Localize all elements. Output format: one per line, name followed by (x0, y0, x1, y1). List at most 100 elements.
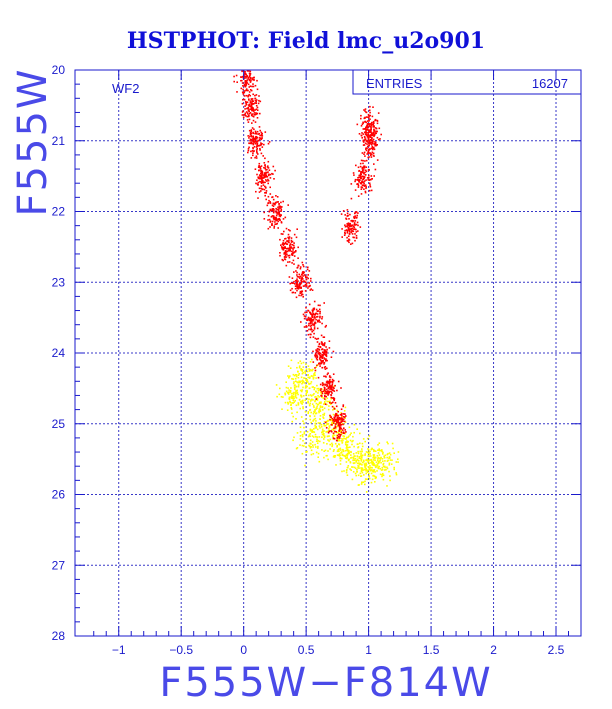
data-point (293, 385, 296, 387)
data-point (297, 362, 300, 364)
data-point (314, 354, 316, 357)
data-point (255, 133, 258, 135)
data-point (298, 277, 301, 279)
data-point (334, 414, 336, 416)
data-point (290, 407, 293, 409)
data-point (351, 440, 353, 443)
data-point (326, 359, 328, 362)
data-point (318, 343, 321, 346)
data-point (333, 407, 336, 410)
data-point (315, 357, 318, 360)
data-point (329, 381, 332, 383)
data-point (353, 431, 355, 434)
data-point (295, 279, 297, 282)
data-point (265, 198, 267, 201)
data-point (254, 121, 257, 123)
data-point (374, 459, 376, 462)
data-point (307, 274, 309, 276)
data-point (264, 181, 266, 184)
data-point (372, 131, 375, 134)
data-point (305, 368, 308, 370)
data-point (259, 166, 261, 169)
data-point (360, 186, 363, 188)
data-point (307, 381, 309, 383)
data-point (241, 114, 244, 116)
data-point (354, 180, 356, 183)
data-point (292, 259, 295, 262)
data-point (324, 394, 326, 397)
data-point (306, 370, 309, 373)
data-point (299, 283, 302, 285)
data-point (318, 396, 321, 398)
data-point (293, 391, 295, 394)
data-point (282, 242, 284, 244)
data-point (379, 459, 382, 461)
data-point (297, 276, 300, 278)
data-point (272, 165, 275, 168)
data-point (331, 381, 334, 383)
data-point (366, 437, 369, 440)
x-tick-label: −1 (112, 643, 126, 657)
data-point (333, 420, 336, 423)
data-point (367, 126, 369, 129)
data-point (275, 218, 278, 220)
data-point (350, 220, 352, 222)
data-point (309, 435, 311, 438)
data-point (251, 150, 254, 152)
data-point (294, 396, 297, 398)
data-point (286, 250, 289, 253)
data-point (346, 441, 349, 444)
data-point (366, 153, 368, 155)
data-point (308, 322, 310, 325)
data-point (285, 381, 287, 383)
data-point (386, 485, 388, 487)
data-point (292, 399, 295, 401)
data-point (354, 239, 356, 242)
data-point (329, 376, 332, 379)
data-point (250, 150, 252, 153)
data-point (285, 264, 288, 267)
data-point (294, 384, 296, 386)
data-point (235, 74, 238, 77)
data-point (336, 421, 339, 424)
data-point (257, 153, 259, 155)
data-point (344, 214, 346, 216)
data-point (313, 393, 315, 395)
data-point (377, 112, 380, 114)
data-point (300, 416, 303, 418)
data-point (372, 140, 374, 143)
data-point (272, 211, 275, 214)
data-point (306, 319, 308, 321)
data-point (262, 181, 265, 184)
data-point (358, 133, 361, 135)
data-point (395, 473, 398, 476)
data-point (382, 463, 384, 466)
data-point (341, 412, 343, 415)
data-point (281, 243, 284, 245)
data-point (271, 222, 273, 225)
data-point (302, 406, 304, 408)
data-point (279, 238, 281, 241)
data-point (307, 310, 310, 312)
data-point (259, 167, 262, 169)
data-point (313, 418, 315, 421)
data-point (282, 239, 285, 242)
data-point (244, 105, 246, 107)
data-point (310, 277, 312, 280)
data-point (292, 439, 294, 442)
data-point (322, 431, 324, 433)
data-point (315, 390, 317, 393)
data-point (373, 125, 375, 127)
data-point (360, 454, 362, 456)
data-point (327, 391, 329, 393)
data-point (326, 391, 328, 393)
data-point (345, 454, 348, 456)
data-point (311, 386, 314, 388)
data-point (346, 440, 348, 442)
data-point (252, 83, 254, 85)
data-point (359, 450, 361, 453)
data-point (256, 141, 259, 143)
data-point (292, 393, 295, 396)
data-point (291, 254, 294, 256)
data-point (367, 129, 370, 131)
